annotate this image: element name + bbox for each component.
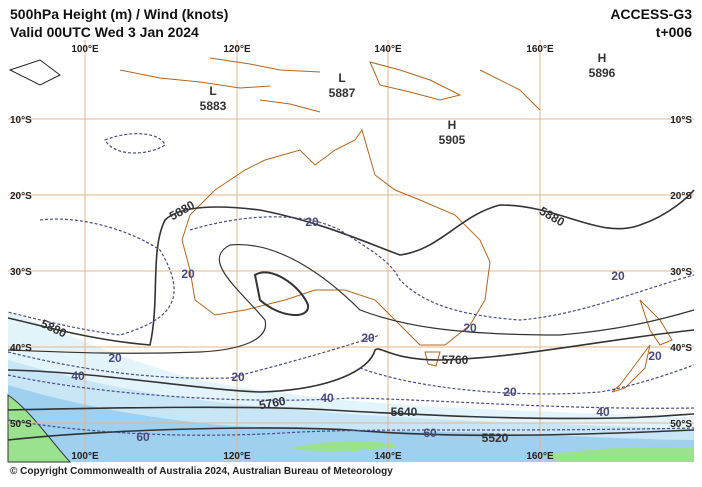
wind-shading xyxy=(7,312,694,463)
wind-label: 40 xyxy=(71,369,85,383)
model-name: ACCESS-G3 xyxy=(610,6,692,22)
lon-label: 160°E xyxy=(526,451,554,462)
copyright: © Copyright Commonwealth of Australia 20… xyxy=(10,466,393,477)
lon-label: 120°E xyxy=(223,44,251,55)
lat-label: 50°S xyxy=(10,419,32,430)
lat-label: 20°S xyxy=(10,191,32,202)
shade-60 xyxy=(8,385,694,462)
wind-label: 20 xyxy=(108,351,122,365)
lat-label: 10°S xyxy=(10,115,32,126)
lon-label: 140°E xyxy=(374,44,402,55)
height-contours xyxy=(7,189,695,441)
height-label: 5760 xyxy=(442,353,469,367)
height-label: 5520 xyxy=(482,431,509,445)
wind-label: 60 xyxy=(423,426,437,440)
wind-label: 20 xyxy=(648,349,662,363)
title: 500hPa Height (m) / Wind (knots) xyxy=(10,6,228,22)
system-value: 5887 xyxy=(329,86,356,100)
lat-label: 20°S xyxy=(670,191,692,202)
system-letter: H xyxy=(448,118,457,132)
system-letter: H xyxy=(598,51,607,65)
wind-label: 40 xyxy=(596,405,610,419)
system-letter: L xyxy=(338,71,345,85)
labels: 500hPa Height (m) / Wind (knots) Valid 00… xyxy=(10,6,692,477)
height-label: 5760 xyxy=(258,394,287,412)
wind-label: 40 xyxy=(320,391,334,405)
wind-label: 20 xyxy=(611,269,625,283)
wind-label: 20 xyxy=(361,331,375,345)
lat-label: 40°S xyxy=(10,343,32,354)
lat-label: 50°S xyxy=(670,419,692,430)
system-letter: L xyxy=(209,84,216,98)
valid-time: Valid 00UTC Wed 3 Jan 2024 xyxy=(10,24,199,40)
system-value: 5883 xyxy=(200,99,227,113)
lat-label: 10°S xyxy=(670,115,692,126)
lon-label: 160°E xyxy=(526,44,554,55)
wind-label: 20 xyxy=(503,385,517,399)
wind-label: 20 xyxy=(181,267,195,281)
wind-label: 20 xyxy=(305,215,319,229)
lat-label: 30°S xyxy=(10,267,32,278)
lon-label: 120°E xyxy=(223,451,251,462)
coastlines xyxy=(8,57,673,393)
system-value: 5905 xyxy=(439,133,466,147)
lon-label: 100°E xyxy=(71,44,99,55)
wind-contours xyxy=(7,133,695,436)
height-label: 5640 xyxy=(391,405,418,419)
wind-label: 20 xyxy=(463,321,477,335)
shade-80 xyxy=(290,440,400,452)
system-value: 5896 xyxy=(589,66,616,80)
wind-label: 20 xyxy=(231,370,245,384)
wind-label: 60 xyxy=(136,430,150,444)
lat-label: 40°S xyxy=(670,343,692,354)
shade-80 xyxy=(540,446,694,462)
lon-label: 100°E xyxy=(71,451,99,462)
lat-label: 30°S xyxy=(670,267,692,278)
shade-80 xyxy=(7,394,72,463)
lon-label: 140°E xyxy=(374,451,402,462)
lead-time: t+006 xyxy=(656,24,692,40)
